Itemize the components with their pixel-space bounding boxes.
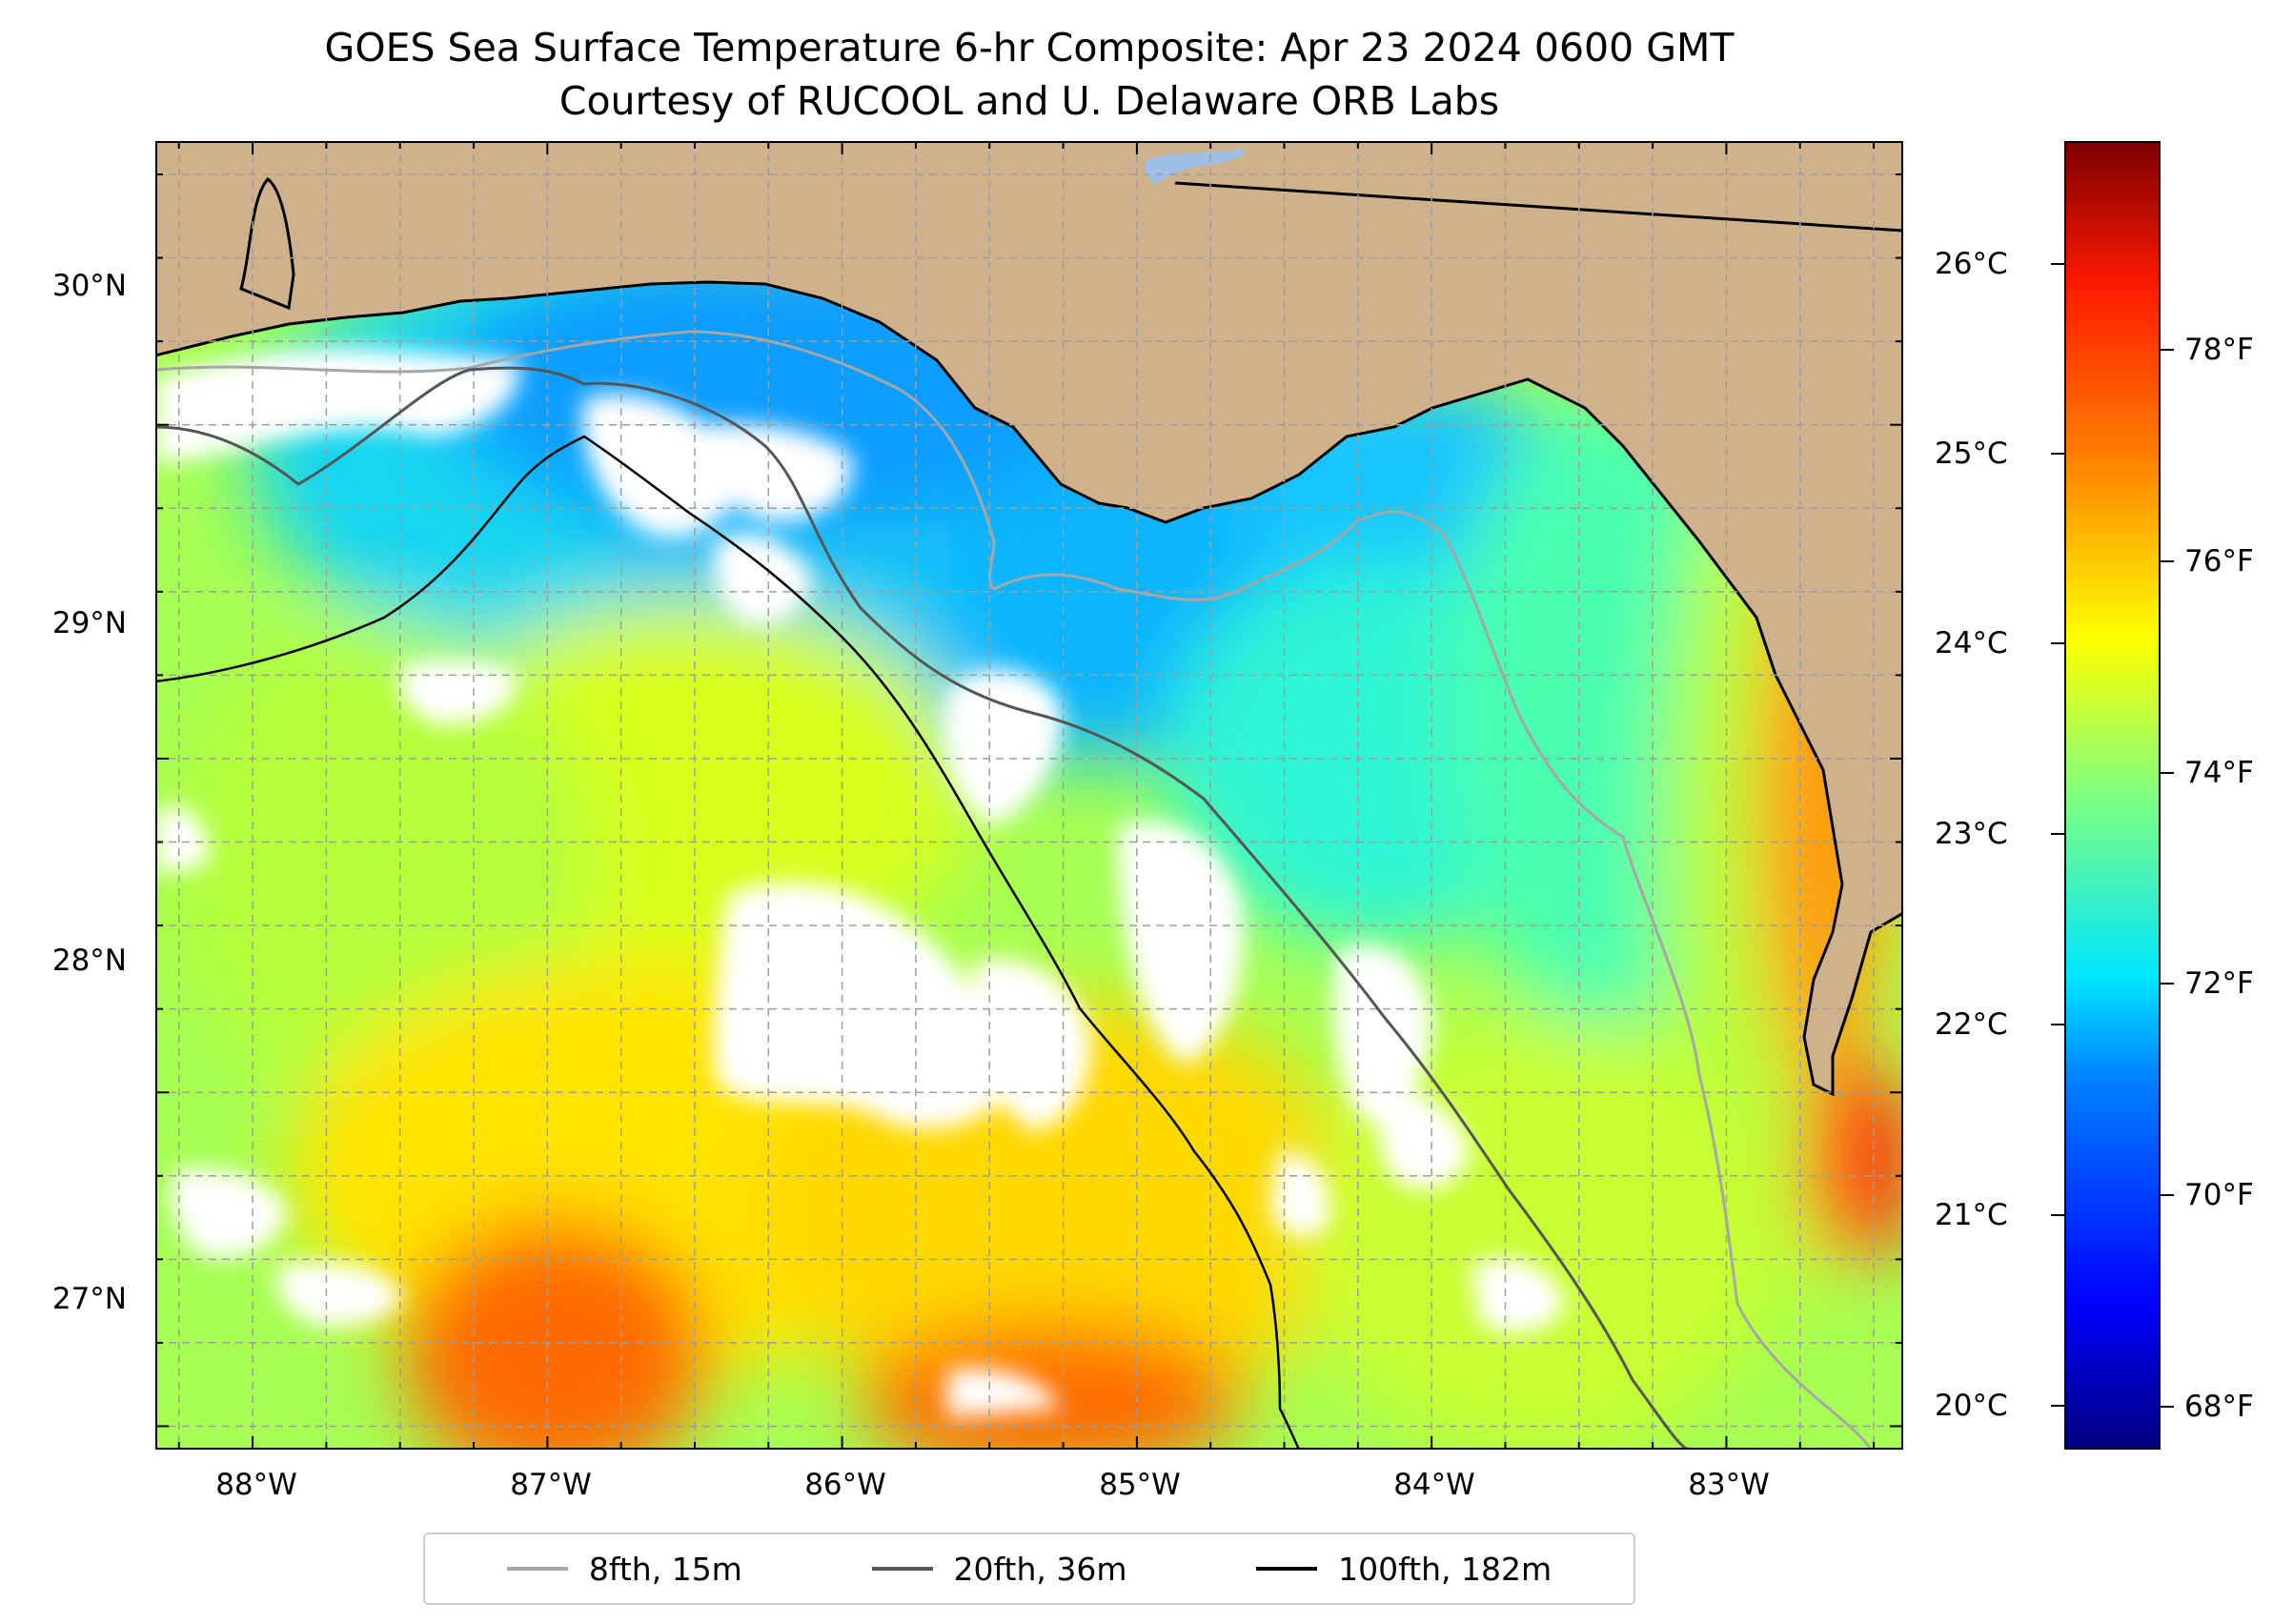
colorbar-tick-c xyxy=(2051,1214,2064,1216)
colorbar-tick-f xyxy=(2161,560,2174,562)
sst-temperature-field xyxy=(174,236,1903,1450)
legend-line-swatch xyxy=(1256,1567,1318,1571)
legend-line-swatch xyxy=(871,1567,933,1571)
colorbar-fahrenheit-72: 72°F xyxy=(2184,966,2254,1001)
colorbar-celsius-25: 25°C xyxy=(1935,436,2008,471)
legend-item-8fth: 8fth, 15m xyxy=(506,1550,742,1588)
colorbar-fahrenheit-70: 70°F xyxy=(2184,1178,2254,1212)
lon-label-84w: 84°W xyxy=(1393,1468,1475,1502)
colorbar-tick-f xyxy=(2161,349,2174,351)
legend-label: 8fth, 15m xyxy=(588,1550,742,1588)
colorbar-celsius-20: 20°C xyxy=(1935,1389,2008,1423)
colorbar-fahrenheit-68: 68°F xyxy=(2184,1390,2254,1424)
legend-item-100fth: 100fth, 182m xyxy=(1256,1551,1552,1588)
sst-map xyxy=(155,141,1903,1450)
colorbar-tick-c xyxy=(2051,453,2064,455)
colorbar-tick-c xyxy=(2051,642,2064,644)
colorbar-celsius-23: 23°C xyxy=(1935,817,2008,851)
isobath-20fth xyxy=(155,366,1691,1450)
map-title: GOES Sea Surface Temperature 6-hr Compos… xyxy=(324,25,1735,71)
state-boundary xyxy=(1174,181,1903,233)
lat-label-28n: 28°N xyxy=(51,944,127,978)
lon-label-83w: 83°W xyxy=(1688,1468,1770,1502)
colorbar-tick-c xyxy=(2051,263,2064,265)
colorbar-fahrenheit-78: 78°F xyxy=(2184,333,2254,367)
map-border xyxy=(155,141,1903,1450)
isobath-8fth xyxy=(155,330,1873,1450)
colorbar-tick-f xyxy=(2161,1194,2174,1196)
colorbar-celsius-24: 24°C xyxy=(1935,626,2008,660)
colorbar-tick-f xyxy=(2161,772,2174,774)
legend-line-swatch xyxy=(506,1567,568,1571)
colorbar-fahrenheit-74: 74°F xyxy=(2184,756,2254,790)
colorbar-tick-f xyxy=(2161,983,2174,985)
isobath-legend: 8fth, 15m 20fth, 36m 100fth, 182m xyxy=(423,1533,1635,1605)
legend-item-20fth: 20fth, 36m xyxy=(871,1550,1127,1588)
lon-label-88w: 88°W xyxy=(215,1468,297,1502)
lat-label-27n: 27°N xyxy=(51,1282,127,1316)
colorbar-tick-c xyxy=(2051,1405,2064,1407)
graticule xyxy=(155,141,1903,1450)
colorbar xyxy=(2064,141,2161,1450)
lat-label-30n: 30°N xyxy=(51,269,127,303)
map-subtitle: Courtesy of RUCOOL and U. Delaware ORB L… xyxy=(558,78,1500,124)
lon-label-87w: 87°W xyxy=(510,1468,592,1502)
colorbar-celsius-21: 21°C xyxy=(1935,1198,2008,1232)
colorbar-celsius-26: 26°C xyxy=(1935,247,2008,281)
legend-label: 20fth, 36m xyxy=(953,1550,1127,1588)
lon-label-85w: 85°W xyxy=(1099,1468,1181,1502)
coastline-land xyxy=(155,141,1903,1097)
lon-label-86w: 86°W xyxy=(804,1468,886,1502)
colorbar-tick-c xyxy=(2051,833,2064,835)
legend-label: 100fth, 182m xyxy=(1338,1550,1552,1588)
colorbar-celsius-22: 22°C xyxy=(1935,1007,2008,1042)
lat-label-29n: 29°N xyxy=(51,606,127,640)
colorbar-fahrenheit-76: 76°F xyxy=(2184,544,2254,579)
sst-map-canvas xyxy=(155,141,1903,1450)
colorbar-tick-f xyxy=(2161,1406,2174,1408)
colorbar-tick-c xyxy=(2051,1024,2064,1025)
isobath-100fth xyxy=(155,435,1301,1450)
